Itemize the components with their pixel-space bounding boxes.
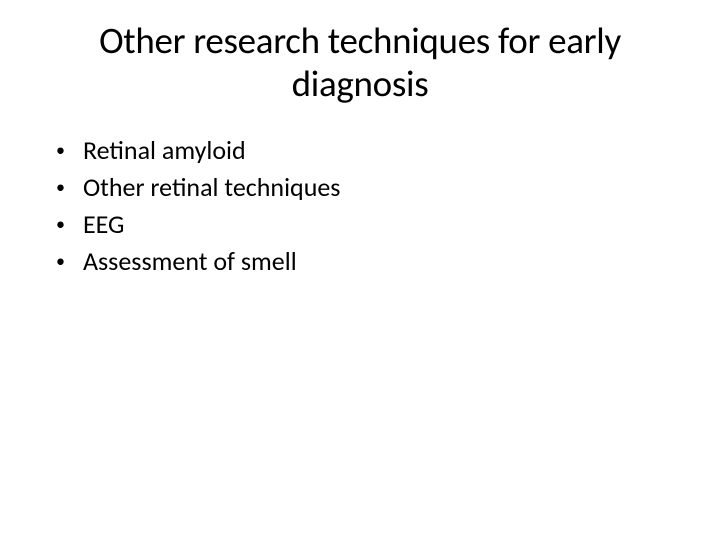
slide-title: Other research techniques for early diag… xyxy=(48,20,672,105)
list-item: • Other retinal techniques xyxy=(56,170,672,205)
list-item: • Retinal amyloid xyxy=(56,133,672,168)
bullet-icon: • xyxy=(56,244,65,278)
bullet-list: • Retinal amyloid • Other retinal techni… xyxy=(48,133,672,279)
bullet-text: Assessment of smell xyxy=(83,244,672,279)
bullet-text: Other retinal techniques xyxy=(83,170,672,205)
bullet-text: Retinal amyloid xyxy=(83,133,672,168)
slide-container: Other research techniques for early diag… xyxy=(0,0,720,540)
bullet-icon: • xyxy=(56,170,65,204)
bullet-icon: • xyxy=(56,133,65,167)
list-item: • Assessment of smell xyxy=(56,244,672,279)
bullet-icon: • xyxy=(56,207,65,241)
list-item: • EEG xyxy=(56,207,672,242)
bullet-text: EEG xyxy=(83,207,672,242)
